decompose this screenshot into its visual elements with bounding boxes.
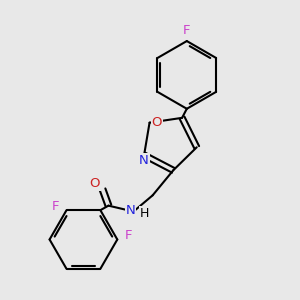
Text: H: H bbox=[140, 207, 149, 220]
Text: O: O bbox=[152, 116, 162, 129]
Text: F: F bbox=[125, 230, 132, 242]
Text: O: O bbox=[89, 177, 100, 190]
Text: N: N bbox=[139, 154, 149, 167]
Text: F: F bbox=[52, 200, 59, 213]
Text: F: F bbox=[183, 24, 190, 37]
Text: N: N bbox=[126, 204, 135, 217]
